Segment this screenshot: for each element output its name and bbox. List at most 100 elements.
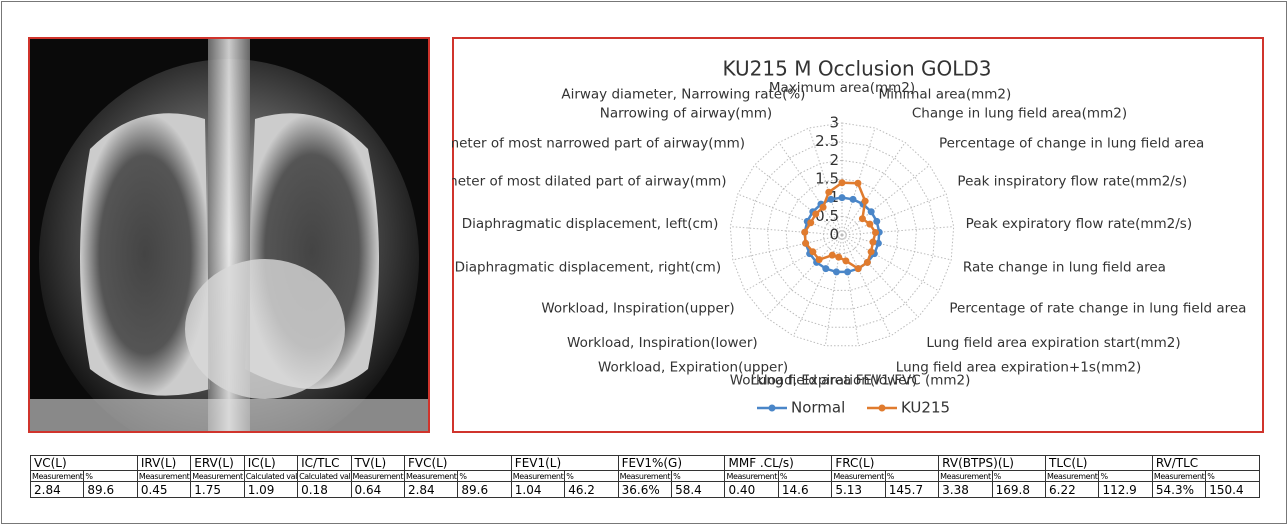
r-tick-label: 1 [829,188,839,206]
series-point [866,220,874,228]
column-header: Measurement [190,470,245,482]
cell: 169.8 [991,481,1047,498]
series-point [828,251,836,259]
legend-label: Normal [791,399,845,417]
axis-label: Narrowing of airway(mm) [600,106,772,122]
r-tick-label: 0 [829,226,839,244]
axis-label: Change in lung field area(mm2) [912,106,1127,122]
column-header: Measurement [724,470,779,482]
series-point [842,257,850,265]
series-line [803,196,881,274]
column-header: % [457,470,512,482]
cell: 54.3% [1151,481,1207,498]
series-point [849,195,857,203]
cell: 89.6 [83,481,138,498]
spoke [841,234,892,337]
column-header: Measurement [831,470,886,482]
series-point [869,238,877,246]
column-header: Measurement [136,470,192,482]
spoke [730,226,843,236]
cell: 89.6 [457,481,512,498]
xray-abdomen [30,399,428,431]
grid-ring [767,159,917,310]
group-header: RV(BTPS)(L) [938,455,1047,471]
group-header: TLC(L) [1045,455,1153,471]
series-point [861,197,869,205]
legend-label: KU215 [901,399,950,417]
header-row: VC(L) IRV(L) ERV(L) IC(L) IC/TLC TV(L) FVC(L) F… [30,455,1261,471]
xray-lung-right [80,113,210,396]
series-line [803,181,877,271]
column-header: Measurement [938,470,993,482]
axis-label: Percentage of rate change in lung field … [949,301,1246,317]
spoke [765,234,843,318]
axis-label: Lung field area expiration+1s(mm2) [896,359,1141,375]
legend-marker [878,404,886,412]
group-header: RV/TLC [1151,455,1261,471]
column-header: Measurement [510,470,566,482]
cell: 0.45 [136,481,192,498]
spoke [792,234,843,337]
axis-label: Peak expiratory flow rate(mm2/s) [966,216,1192,232]
axis-label: Percentage of change in lung field area [939,135,1204,151]
spoke [841,234,940,292]
r-tick-label: 1.5 [815,170,839,188]
column-header: Measurement [617,470,673,482]
cell: 0.40 [724,481,779,498]
axis-label: Rate change in lung field area [963,260,1166,276]
axis-label: Maximum area(mm2) [769,80,915,96]
spoke [841,234,952,261]
axis-label: Diameter of most narrowed part of airway… [452,135,745,151]
cell: 112.9 [1098,481,1153,498]
spoke [841,164,930,236]
column-header: % [1098,470,1153,482]
column-header: % [564,470,619,482]
spoke [744,234,843,292]
cell: 46.2 [564,481,619,498]
axis-label: Workload, Expiration(lower) [730,372,918,388]
grid-ring [748,141,936,328]
series-point [844,268,852,276]
series-point [809,248,817,256]
axis-label: Airway diameter, Narrowing rate(%) [561,87,805,103]
cell: 1.09 [243,481,299,498]
chart-panel [452,37,1264,433]
group-header: IC(L) [243,455,299,471]
spoke [732,234,843,261]
axis-label: Lung field area FEV1/FVC (mm2) [751,372,971,388]
axis-label: Lung field area expiration start(mm2) [926,335,1180,351]
spoke [841,226,954,236]
series-point [867,208,875,216]
group-header: FEV1(L) [510,455,619,471]
spoke [841,234,919,318]
series-point [854,179,862,187]
cell: 14.6 [777,481,833,498]
r-tick-label: 2 [829,151,839,169]
cell: 1.04 [510,481,566,498]
series-point [825,188,833,196]
series-point [822,265,830,273]
series-point [838,179,846,187]
column-header: Calculated value [297,470,352,482]
radar-chart: KU215 M Occlusion GOLD3 00.511.522.53 Max… [452,57,1246,417]
group-header: MMF .CL/s) [724,455,833,471]
cell: 2.84 [29,481,85,498]
series-point [858,215,866,223]
series-point [812,210,820,218]
column-header: Measurement [350,470,405,482]
group-header: IRV(L) [136,455,192,471]
series-point [872,228,880,236]
series-point [838,194,846,202]
group-header: FRC(L) [831,455,940,471]
axis-label: Diaphragmatic displacement, left(cm) [462,216,719,232]
column-header: Measurement [29,470,85,482]
cell: 1.75 [190,481,245,498]
series-point [807,219,815,227]
spoke [808,127,843,236]
axis-label: Peak inspiratory flow rate(mm2/s) [957,173,1187,189]
series-point [801,228,809,236]
axis-label: Diameter of most dilated part of airway(… [452,173,727,189]
series-point [832,268,840,276]
series-point [835,253,843,261]
